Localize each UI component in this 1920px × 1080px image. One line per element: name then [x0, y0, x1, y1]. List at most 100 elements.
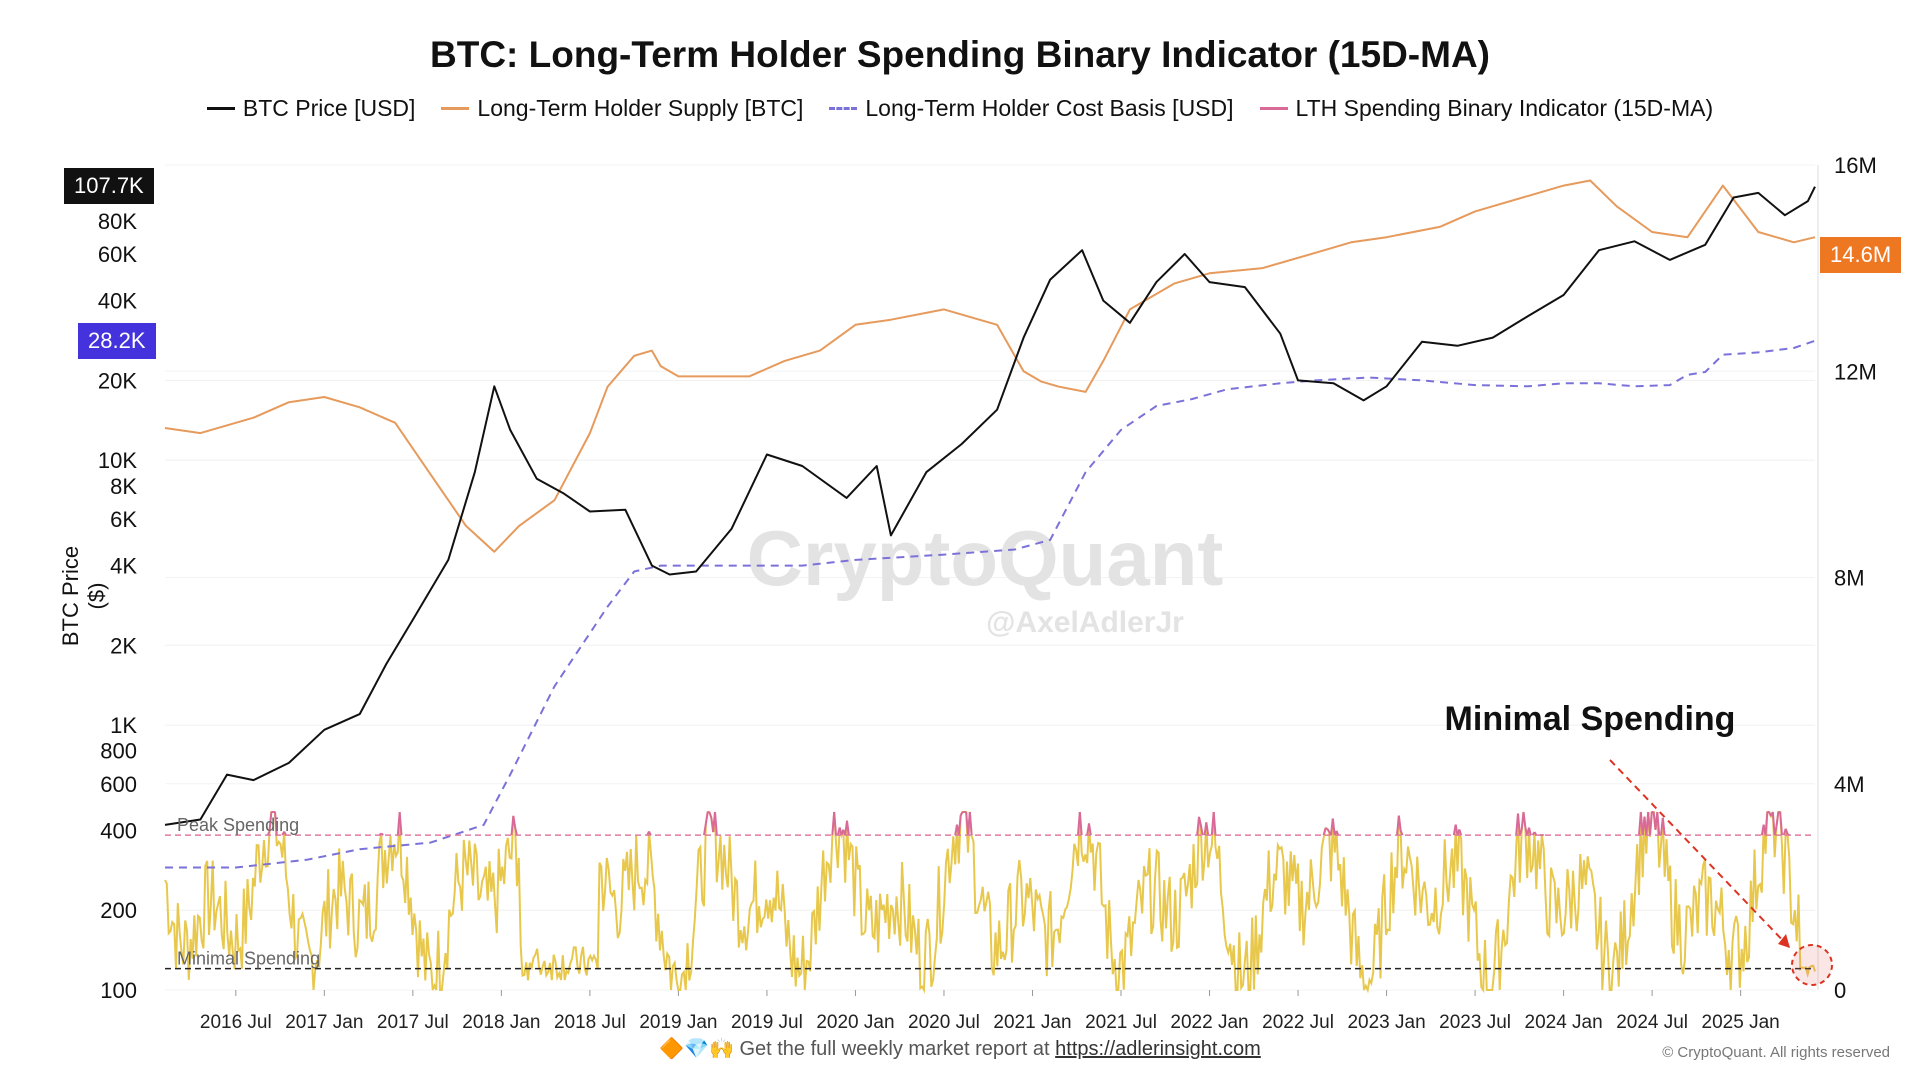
footer-text: Get the full weekly market report at [739, 1038, 1050, 1060]
callout-arrowhead [1778, 934, 1790, 948]
footer: 🔶💎🙌 Get the full weekly market report at… [0, 1036, 1920, 1061]
minimal-spending-callout: Minimal Spending [1445, 700, 1736, 738]
annotation-layer: Peak Spending Minimal Spending Minimal Spe… [165, 700, 1833, 986]
y-left-tick-label: 60K [98, 242, 137, 267]
x-tick-label: 2019 Jan [639, 1012, 717, 1033]
x-tick-label: 2022 Jan [1170, 1012, 1248, 1033]
y-left-tick-label: 400 [100, 818, 137, 843]
indicator-peak-segment [1656, 811, 1661, 836]
chart-legend: BTC Price [USD] Long-Term Holder Supply … [0, 95, 1920, 122]
x-tick-label: 2023 Jan [1347, 1012, 1425, 1033]
legend-item-lth-binary[interactable]: LTH Spending Binary Indicator (15D-MA) [1259, 95, 1713, 122]
x-tick-label: 2018 Jan [462, 1012, 540, 1033]
indicator-peak-segment [714, 811, 718, 836]
y-left-tick-label: 6K [110, 507, 137, 532]
legend-item-lth-cost-basis[interactable]: Long-Term Holder Cost Basis [USD] [829, 95, 1234, 122]
indicator-peak-segment [1325, 827, 1328, 830]
callout-arrow-line [1609, 759, 1791, 949]
legend-item-lth-supply[interactable]: Long-Term Holder Supply [BTC] [441, 95, 803, 122]
indicator-peak-segment [1528, 827, 1532, 836]
x-tick-label: 2017 Jan [285, 1012, 363, 1033]
x-tick-label: 2024 Jan [1525, 1012, 1603, 1033]
legend-item-btc-price[interactable]: BTC Price [USD] [206, 95, 416, 122]
indicator-peak-segment [1764, 811, 1769, 836]
y-left-tick-label: 200 [100, 898, 137, 923]
lth-cost-basis-line [165, 339, 1816, 869]
x-tick-label: 2020 Jan [816, 1012, 894, 1033]
x-tick-label: 2018 Jul [554, 1012, 626, 1033]
indicator-peak-segment [1331, 818, 1336, 836]
indicator-peak-segment [1397, 815, 1402, 831]
legend-swatch-btc-price [206, 107, 235, 110]
footer-link[interactable]: https://adlerinsight.com [1055, 1038, 1261, 1060]
y-left-tick-label: 4K [110, 554, 137, 579]
y-left-tick-label: 1K [110, 713, 137, 738]
legend-swatch-lth-cost-basis [829, 107, 858, 110]
indicator-peak-segment [1458, 829, 1463, 836]
indicator-peak-segment [1784, 828, 1789, 835]
indicator-line [164, 810, 1816, 994]
binary-indicator [164, 810, 1816, 994]
y-right-tick-label: 8M [1834, 566, 1865, 591]
indicator-peak-segment [1779, 811, 1783, 836]
chart-title: BTC: Long-Term Holder Spending Binary In… [430, 34, 1490, 75]
indicator-peak-segment [1212, 811, 1217, 836]
peak-spending-label: Peak Spending [177, 815, 299, 835]
y-left-tick-label: 40K [98, 289, 137, 314]
y-left-tick-label: 80K [98, 209, 137, 234]
y-right-tick-label: 16M [1834, 153, 1877, 178]
indicator-peak-segment [957, 815, 962, 836]
indicator-peak-segment [1771, 811, 1776, 836]
watermark: CryptoQuant [747, 514, 1224, 602]
y-right-tick-label: 4M [1834, 772, 1865, 797]
indicator-peak-segment [512, 815, 517, 828]
copyright: © CryptoQuant. All rights reserved [1662, 1044, 1890, 1061]
indicator-peak-segment [1088, 823, 1092, 836]
price-badge: 107.7K [64, 168, 154, 204]
indicator-peak-segment [1322, 827, 1327, 836]
y-left-tick-label: 10K [98, 448, 137, 473]
watermark-handle: @AxelAdlerJr [986, 606, 1184, 639]
x-tick-label: 2021 Jan [993, 1012, 1071, 1033]
x-tick-label: 2022 Jul [1262, 1012, 1334, 1033]
callout-circle [1791, 944, 1833, 986]
btc-price-line [164, 186, 1816, 826]
indicator-peak-segment [1078, 811, 1083, 836]
indicator-peak-segment [380, 832, 384, 836]
legend-label-lth-cost-basis: Long-Term Holder Cost Basis [USD] [865, 95, 1234, 121]
indicator-peak-segment [703, 823, 707, 836]
y-left-tick-label: 20K [98, 368, 137, 393]
indicator-peak-segment [1205, 822, 1210, 836]
indicator-peak-segment [274, 811, 278, 836]
indicator-peak-segment [514, 827, 518, 836]
indicator-peak-segment [846, 820, 850, 836]
x-tick-label: 2025 Jan [1702, 1012, 1780, 1033]
indicator-peak-segment [968, 811, 973, 836]
indicator-peak-segment [1517, 813, 1521, 836]
indicator-peak-segment [704, 811, 709, 825]
indicator-peak-segment [1775, 811, 1780, 827]
lth-supply-line [164, 179, 1816, 553]
indicator-peak-segment [1773, 826, 1778, 836]
supply-badge: 14.6M [1820, 237, 1902, 273]
legend-swatch-lth-supply [441, 107, 470, 110]
indicator-peak-segment [833, 811, 837, 836]
x-tick-label: 2021 Jul [1085, 1012, 1157, 1033]
y-right-tick-label: 0 [1834, 978, 1846, 1003]
indicator-peak-segment [1198, 816, 1202, 826]
series-lines [164, 179, 1816, 869]
x-tick-label: 2017 Jul [377, 1012, 449, 1033]
y-right-tick-label: 12M [1834, 359, 1877, 384]
x-tick-label: 2019 Jul [731, 1012, 803, 1033]
legend-label-lth-supply: Long-Term Holder Supply [BTC] [477, 95, 804, 121]
indicator-peak-segment [959, 811, 964, 816]
y-left-tick-label: 100 [100, 978, 137, 1003]
y-left-tick-label: 2K [110, 633, 137, 658]
minimal-spending-label: Minimal Spending [177, 949, 320, 969]
footer-emojis: 🔶💎🙌 [659, 1038, 734, 1060]
y-left-tick-label: 800 [100, 739, 137, 764]
indicator-peak-segment [398, 812, 403, 836]
legend-label-btc-price: BTC Price [USD] [242, 95, 416, 121]
y-left-tick-label: 600 [100, 772, 137, 797]
